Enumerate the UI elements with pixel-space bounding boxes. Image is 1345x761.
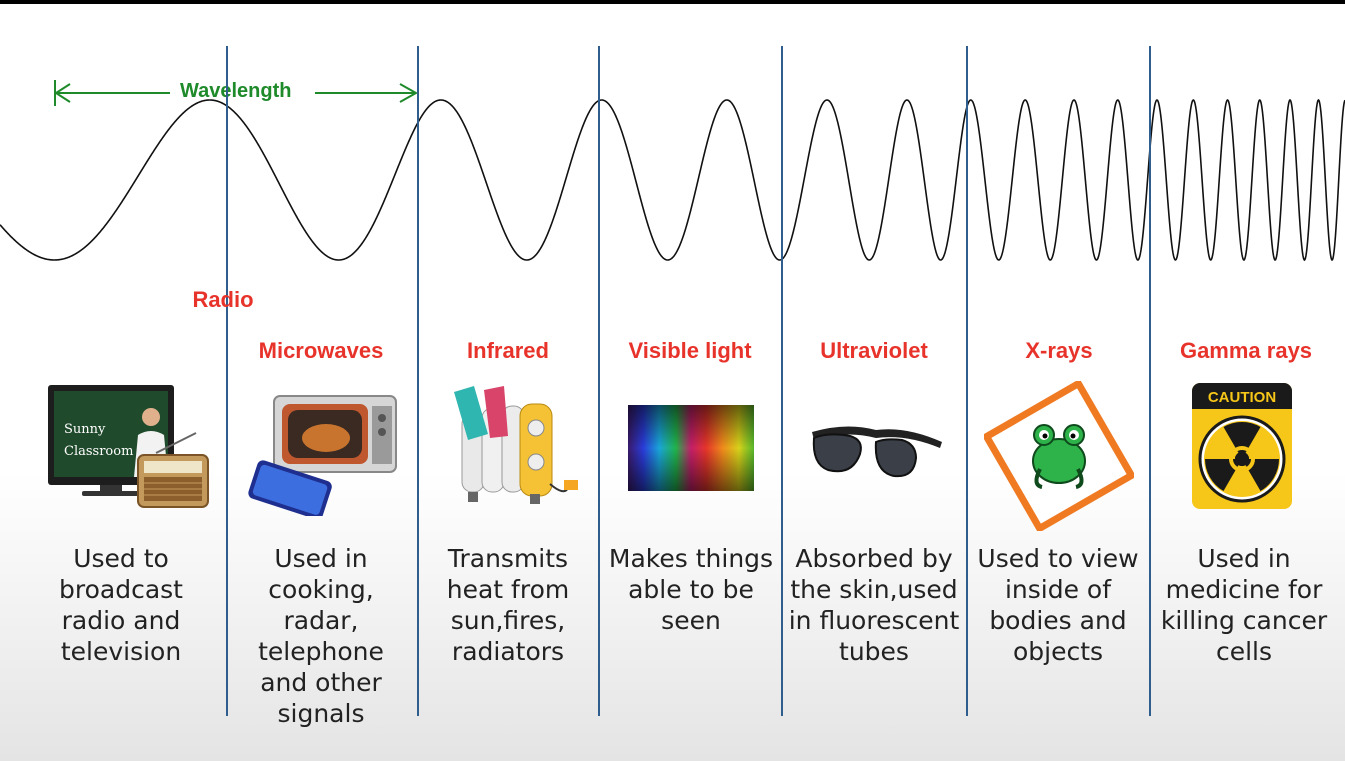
- description-visible-light: Makes things able to be seen: [608, 544, 774, 635]
- band-name-x-rays: X-rays: [1025, 338, 1093, 363]
- tv-screen-text: Sunny: [64, 422, 106, 437]
- band-name-visible-light: Visible light: [628, 338, 752, 363]
- divider-6: [1149, 46, 1151, 716]
- microwave-oven-icon: [248, 395, 397, 516]
- caution-label: CAUTION: [1208, 389, 1276, 406]
- band-name-ultraviolet: Ultraviolet: [820, 338, 928, 363]
- wavelength-arrowhead-left: [54, 83, 71, 103]
- divider-2: [417, 46, 419, 716]
- band-name-microwaves: Microwaves: [258, 338, 384, 363]
- top-border: [0, 0, 1345, 4]
- divider-5: [966, 46, 968, 716]
- wavelength-arrowhead-right: [399, 83, 419, 103]
- divider-3: [598, 46, 600, 716]
- radiation-caution-sign-icon: CAUTION: [1192, 383, 1292, 509]
- description-x-rays: Used to view inside of bodies and object…: [977, 544, 1139, 666]
- description-gamma-rays: Used in medicine for killing cancer cell…: [1160, 544, 1328, 666]
- description-ultraviolet: Absorbed by the skin,used in fluorescent…: [788, 544, 960, 666]
- band-name-infrared: Infrared: [467, 338, 549, 363]
- tv-and-radio-icon: Sunny Classroom: [48, 385, 209, 508]
- tv-screen-text: Classroom: [64, 444, 133, 459]
- em-wave-diagram: [0, 80, 1345, 262]
- divider-4: [781, 46, 783, 716]
- wavelength-label: Wavelength: [180, 80, 292, 102]
- frog-warning-sign-icon: [984, 381, 1134, 531]
- sunglasses-icon: [812, 426, 942, 478]
- divider-1: [226, 46, 228, 716]
- description-radio: Used to broadcast radio and television: [59, 544, 183, 666]
- band-name-gamma-rays: Gamma rays: [1179, 338, 1313, 363]
- color-spectrum-icon: [628, 405, 754, 491]
- description-infrared: Transmits heat from sun,fires, radiators: [446, 544, 570, 666]
- band-name-radio: Radio: [192, 287, 254, 312]
- wave-curve: [0, 98, 1345, 262]
- description-microwaves: Used in cooking, radar, telephone and ot…: [258, 544, 384, 728]
- radiator-heater-icon: [454, 386, 578, 504]
